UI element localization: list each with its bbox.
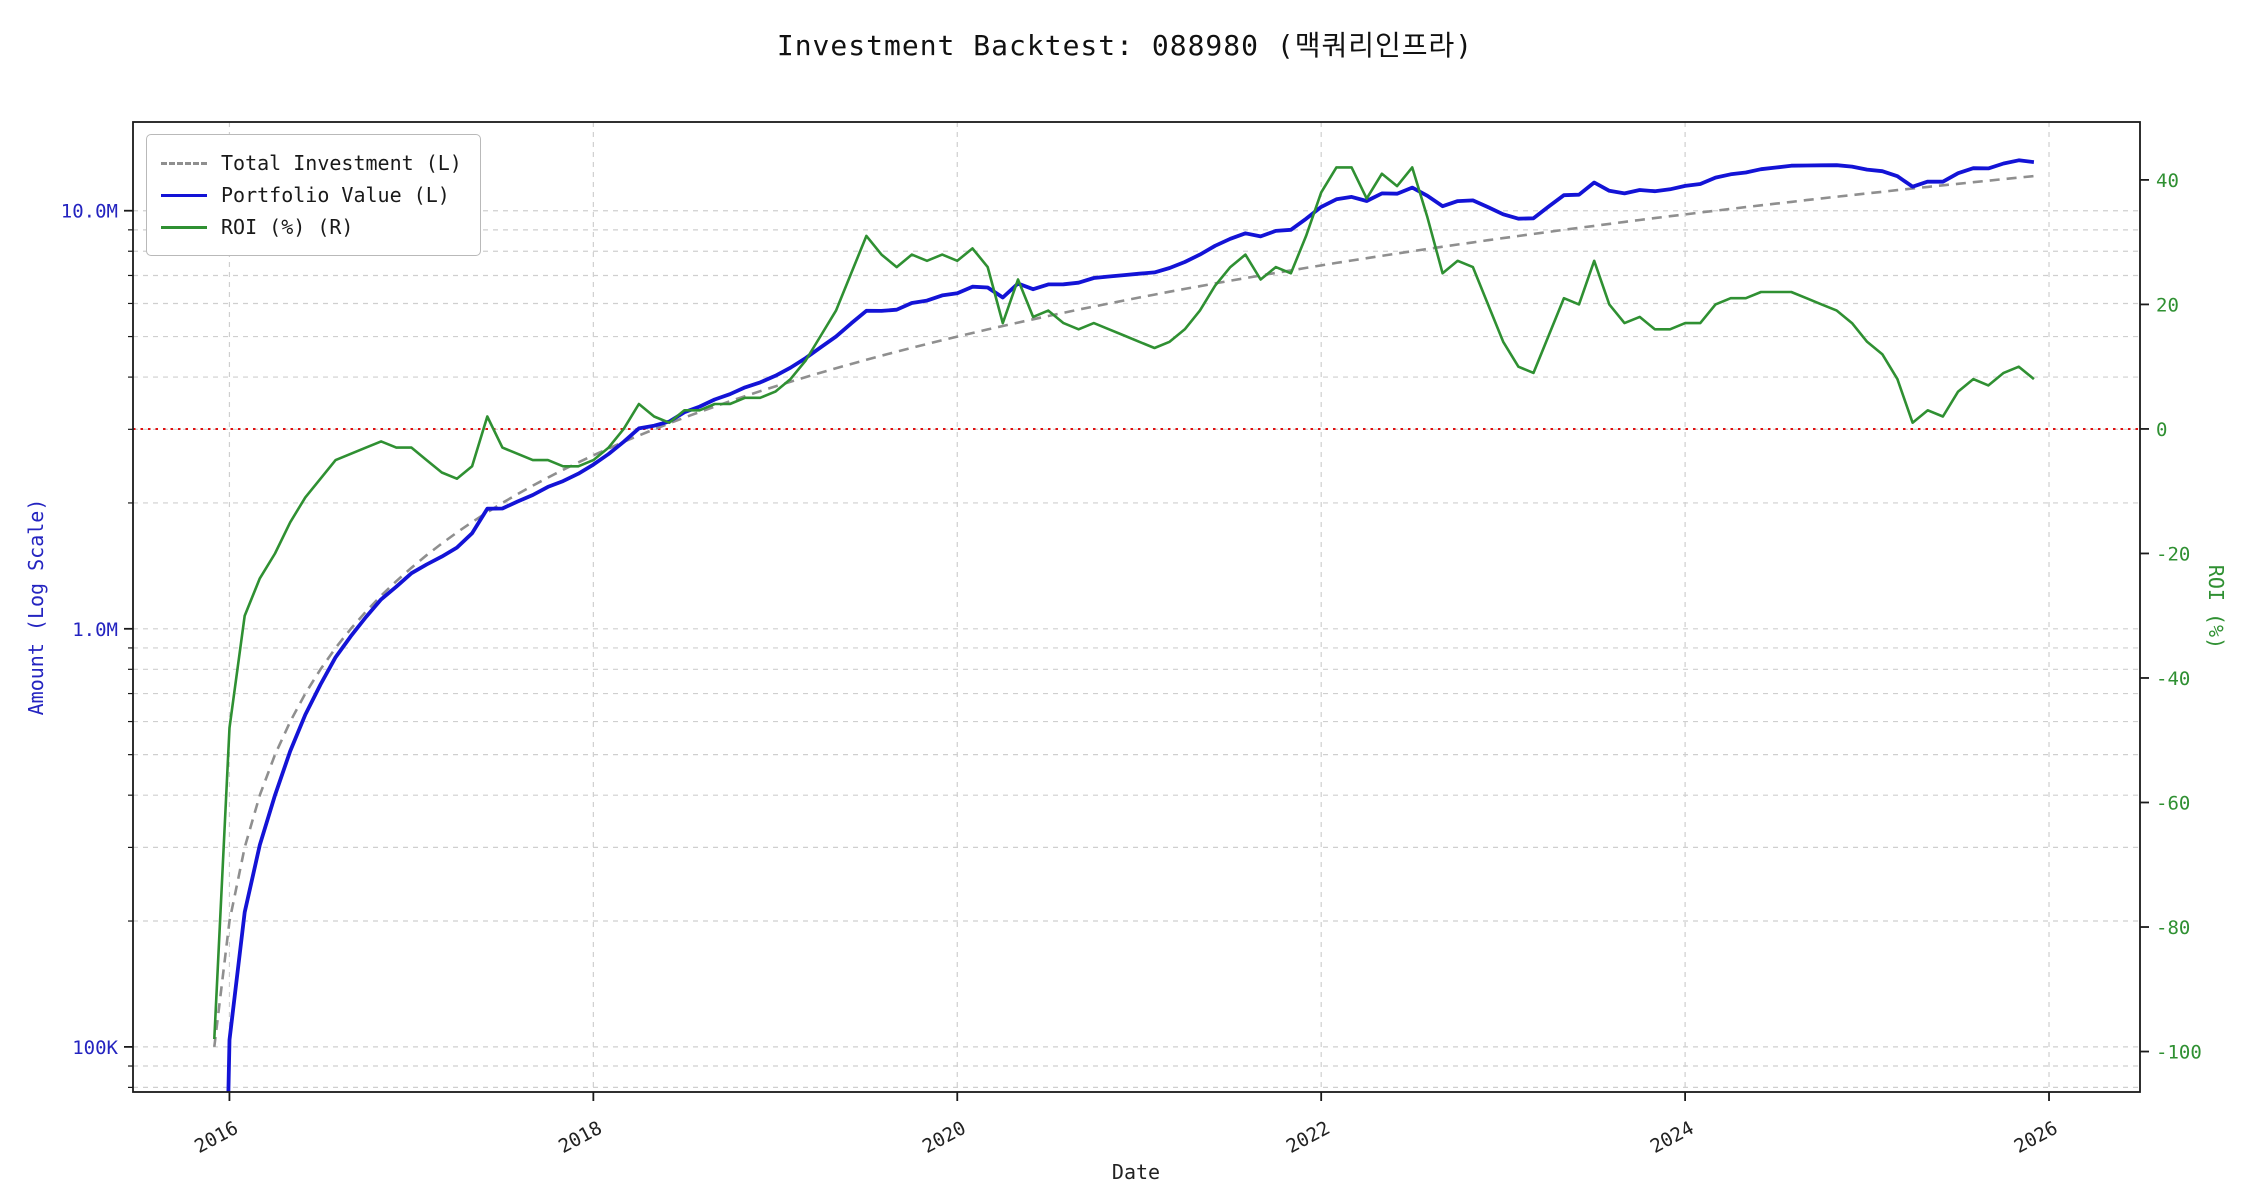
svg-text:2024: 2024 (1647, 1117, 1698, 1158)
svg-text:-20: -20 (2156, 543, 2190, 565)
legend-item-roi: ROI (%) (R) (161, 211, 462, 243)
svg-text:10.0M: 10.0M (61, 201, 118, 223)
legend-label: Total Investment (L) (221, 151, 462, 175)
svg-text:2020: 2020 (919, 1117, 970, 1158)
legend: Total Investment (L) Portfolio Value (L)… (146, 134, 481, 256)
svg-text:2016: 2016 (191, 1117, 242, 1158)
y-left-axis-label: Amount (Log Scale) (24, 498, 48, 716)
svg-text:-80: -80 (2156, 917, 2190, 939)
legend-label: ROI (%) (R) (221, 215, 354, 239)
svg-text:40: 40 (2156, 170, 2179, 192)
y-right-axis-label: ROI (%) (2204, 564, 2228, 650)
svg-text:2018: 2018 (555, 1117, 606, 1158)
svg-text:20: 20 (2156, 294, 2179, 316)
x-axis-label: Date (1111, 1160, 1161, 1184)
legend-item-portfolio-value: Portfolio Value (L) (161, 179, 462, 211)
svg-text:1.0M: 1.0M (72, 619, 118, 641)
solid-line-swatch-icon (161, 225, 207, 229)
svg-text:-60: -60 (2156, 792, 2190, 814)
legend-item-total-investment: Total Investment (L) (161, 147, 462, 179)
svg-text:-40: -40 (2156, 668, 2190, 690)
chart-title: Investment Backtest: 088980 (맥쿼리인프라) (776, 29, 1474, 62)
svg-text:100K: 100K (72, 1037, 118, 1059)
solid-line-swatch-icon (161, 193, 207, 197)
svg-text:-100: -100 (2156, 1042, 2202, 1064)
svg-text:2022: 2022 (1283, 1117, 1334, 1158)
dashed-line-swatch-icon (161, 161, 207, 165)
legend-label: Portfolio Value (L) (221, 183, 450, 207)
svg-text:0: 0 (2156, 419, 2167, 441)
svg-text:2026: 2026 (2011, 1117, 2062, 1158)
